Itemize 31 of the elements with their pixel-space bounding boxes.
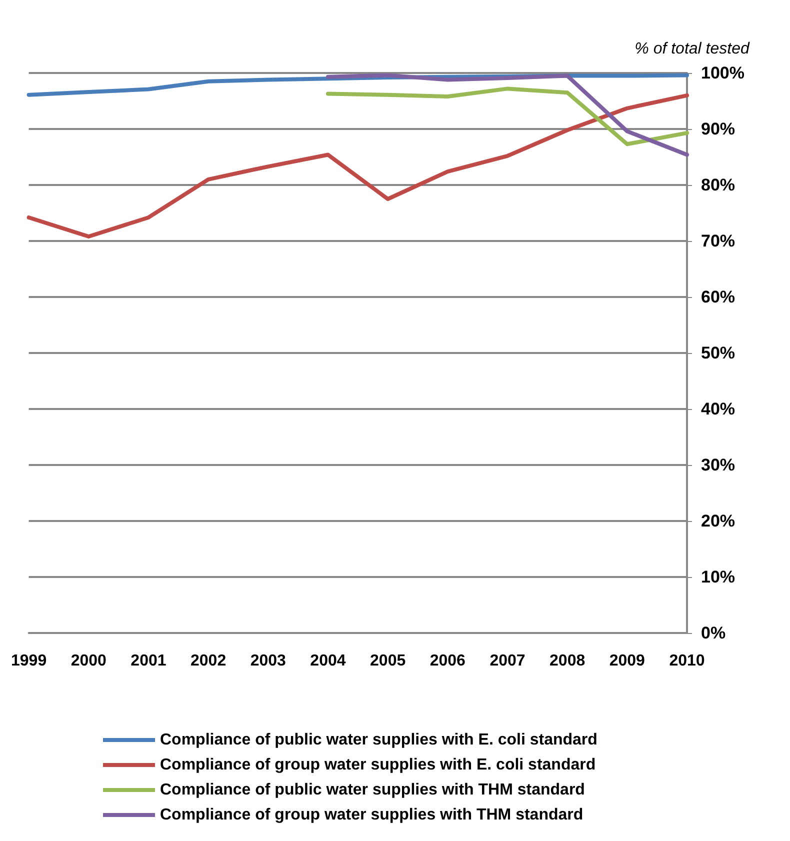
line-series [326,86,689,146]
y-tick-label: 10% [701,568,736,586]
line-series [26,93,689,239]
y-axis-title: % of total tested [634,40,750,58]
legend-label: Compliance of public water supplies with E. coli standard [160,732,598,748]
x-tick-label: 2005 [370,652,406,670]
x-tick-label: 2010 [669,652,705,670]
x-tick-label: 2002 [190,652,226,670]
y-tick-label: 100% [701,64,744,82]
x-tick-label: 2009 [609,652,646,670]
y-tick-label: 40% [701,400,736,418]
line-series [326,73,689,157]
y-tick-label: 70% [701,232,736,250]
y-tick-label: 20% [701,512,736,530]
x-tick-label: 2001 [130,652,166,670]
y-tick-label: 60% [701,288,736,306]
x-tick-label: 1999 [11,652,47,670]
y-tick-label: 30% [701,456,736,474]
x-tick-label: 2003 [250,652,286,670]
x-tick-label: 2004 [310,652,346,670]
x-tick-label: 2007 [490,652,526,670]
legend-label: Compliance of group water supplies with E. coli standard [160,756,596,774]
x-tick-label: 2008 [550,652,586,670]
y-tick-label: 0% [701,624,726,642]
legend-label: Compliance of public water supplies with THM standard [160,782,585,798]
x-tick-label: 2006 [430,652,466,670]
y-tick-label: 80% [701,176,736,194]
x-tick-label: 2000 [70,652,107,670]
y-tick-label: 90% [701,120,736,138]
y-tick-label: 50% [701,344,736,362]
legend-label: Compliance of group water supplies with THM standard [160,806,584,824]
